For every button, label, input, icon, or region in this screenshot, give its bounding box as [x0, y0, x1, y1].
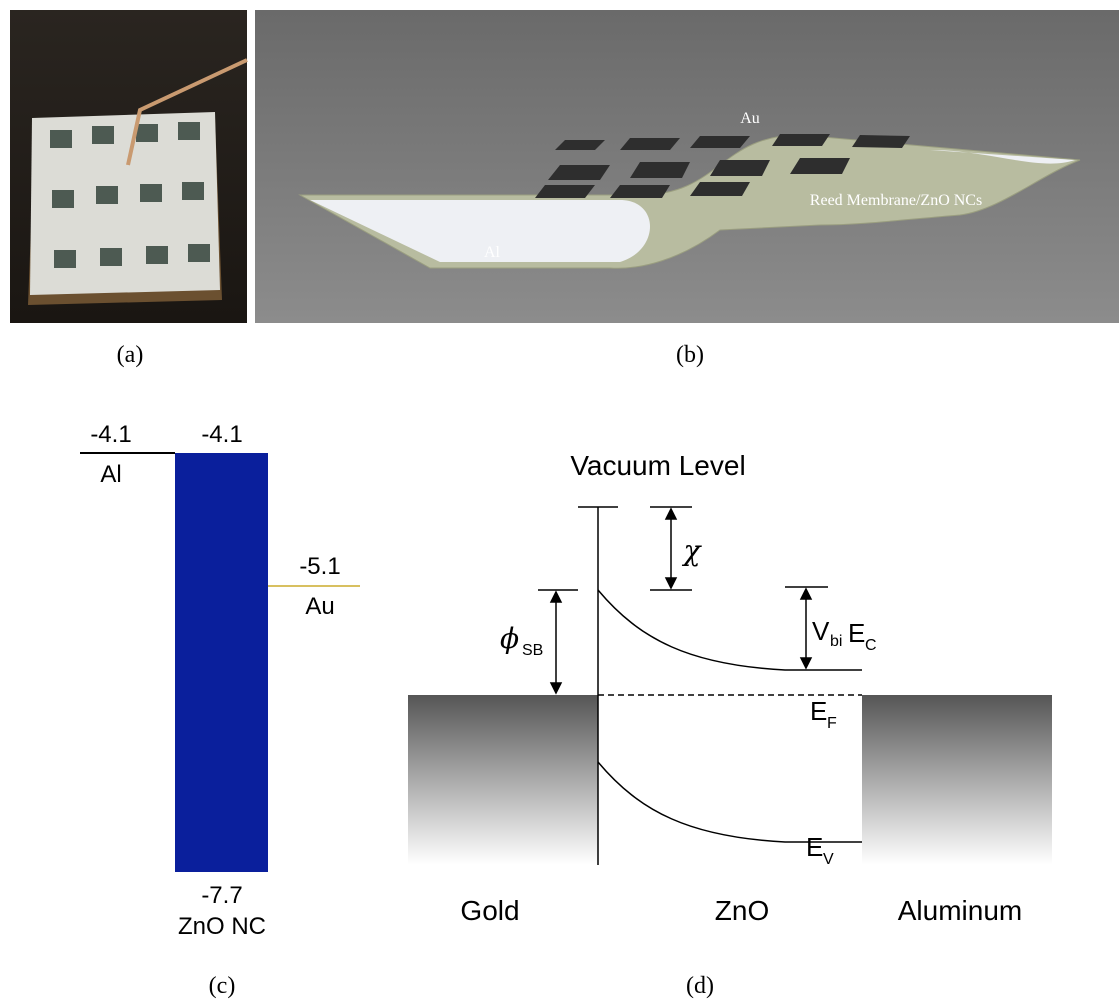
material-label: Aluminum — [898, 895, 1022, 926]
chi-label: χ — [682, 534, 703, 567]
membrane-label: Reed Membrane/ZnO NCs — [810, 192, 982, 209]
material-label: Au — [305, 593, 334, 620]
ev-label: E — [806, 832, 823, 862]
band-diagram — [408, 507, 1052, 865]
panel-label: (d) — [686, 973, 714, 999]
ev-subscript: V — [823, 851, 834, 868]
energy-label: -4.1 — [90, 421, 131, 448]
vbi-subscript: bi — [830, 633, 842, 650]
energy-level-diagram: -4.1 Al -4.1 -5.1 Au -7.7 ZnO NC — [80, 421, 360, 940]
photo — [10, 10, 247, 323]
figure: (a) Au Reed Membrane/ZnO NCs Al (b) -4.1… — [0, 0, 1119, 1000]
panel-label: (b) — [676, 342, 704, 368]
material-label: ZnO NC — [178, 913, 266, 940]
device-render: Au Reed Membrane/ZnO NCs Al — [255, 10, 1119, 323]
ec-label: E — [848, 618, 865, 648]
panel-label: (c) — [209, 973, 236, 999]
panel-label: (a) — [117, 342, 144, 368]
energy-label: -4.1 — [201, 421, 242, 448]
material-label: Al — [100, 461, 121, 488]
material-label: ZnO — [715, 895, 769, 926]
ef-label: E — [810, 696, 827, 726]
top-electrode-label: Au — [740, 110, 760, 127]
energy-label: -7.7 — [201, 882, 242, 909]
vacuum-level-label: Vacuum Level — [570, 450, 745, 481]
vbi-label: V — [812, 616, 830, 646]
bottom-electrode-label: Al — [484, 244, 501, 261]
phi-subscript: SB — [522, 642, 543, 659]
energy-label: -5.1 — [299, 553, 340, 580]
ec-subscript: C — [865, 637, 877, 654]
material-label: Gold — [460, 895, 519, 926]
ef-subscript: F — [827, 715, 837, 732]
phi-label: ϕ — [500, 622, 519, 655]
